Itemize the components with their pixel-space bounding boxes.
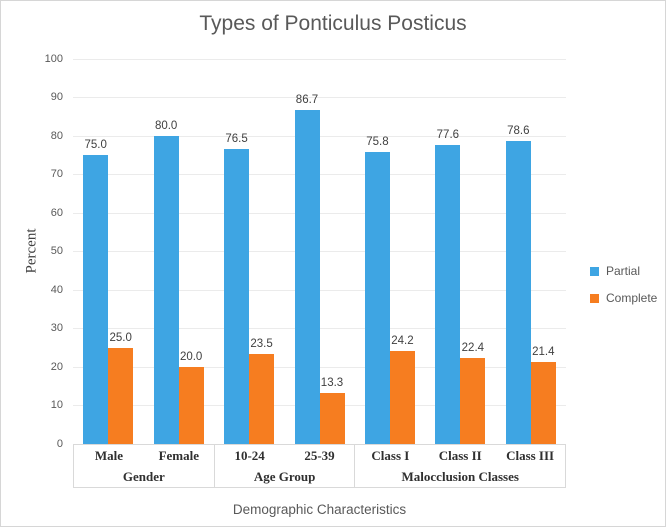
y-axis-title: Percent bbox=[23, 228, 40, 274]
category-label: 10-24 bbox=[234, 447, 265, 463]
x-axis-title: Demographic Characteristics bbox=[232, 502, 407, 517]
y-tick-label: 80 bbox=[50, 129, 63, 142]
category-group-age-group: 10-24 25-39 Age Group bbox=[215, 445, 356, 487]
bar-partial-10-24 bbox=[224, 149, 250, 444]
category-label: Class II bbox=[438, 447, 482, 463]
partial-swatch-icon bbox=[590, 266, 599, 276]
bar-data-label: 20.0 bbox=[179, 351, 203, 363]
bar-complete-10-24 bbox=[249, 353, 275, 444]
bar-partial-male bbox=[83, 155, 109, 444]
bar-partial-class-ii bbox=[435, 145, 461, 444]
gridline bbox=[73, 405, 566, 406]
legend: Partial Complete bbox=[590, 262, 657, 316]
gridline bbox=[73, 212, 566, 214]
y-tick-label: 20 bbox=[50, 360, 63, 373]
bar-data-label: 24.2 bbox=[391, 334, 414, 347]
gridline bbox=[73, 251, 566, 252]
bar-data-label: 77.6 bbox=[436, 129, 460, 142]
group-label: Malocclusion Classes bbox=[401, 468, 519, 484]
gridline bbox=[73, 328, 566, 329]
category-group-malocclusion-classes: Class I Class II Class III Malocclusion Cla… bbox=[355, 445, 565, 487]
category-label: Female bbox=[158, 447, 199, 463]
category-axis: Male Female Gender 10-24 25-39 Age Group Class… bbox=[73, 444, 566, 488]
category-label: 25-39 bbox=[304, 447, 335, 463]
bar-data-label: 86.7 bbox=[295, 94, 319, 107]
bar-partial-class-iii bbox=[505, 141, 531, 444]
category-label: Male bbox=[94, 447, 123, 463]
chart-title: Types of Ponticulus Posticus bbox=[199, 12, 467, 35]
legend-item-complete: Complete bbox=[590, 289, 657, 307]
bar-complete-male bbox=[108, 347, 134, 444]
bar-complete-female bbox=[178, 367, 204, 444]
gridline bbox=[73, 174, 566, 175]
bar-complete-class-ii bbox=[460, 357, 486, 444]
bar-data-label: 22.4 bbox=[461, 341, 485, 354]
complete-swatch-icon bbox=[590, 293, 599, 303]
bar-data-label: 23.5 bbox=[250, 337, 273, 350]
category-label: Class III bbox=[506, 447, 555, 463]
gridline bbox=[73, 97, 566, 98]
gridline bbox=[73, 366, 566, 368]
y-tick-label: 60 bbox=[50, 206, 63, 219]
y-tick-label: 40 bbox=[50, 283, 63, 296]
legend-item-partial: Partial bbox=[590, 262, 657, 280]
group-label: Age Group bbox=[253, 468, 316, 484]
category-group-gender: Male Female Gender bbox=[74, 445, 215, 487]
gridline bbox=[73, 135, 566, 137]
bar-data-label: 21.4 bbox=[532, 345, 555, 358]
bar-data-label: 13.3 bbox=[320, 376, 344, 389]
bar-data-label: 75.8 bbox=[366, 136, 389, 149]
bar-data-label: 76.5 bbox=[225, 133, 248, 146]
bar-partial-female bbox=[153, 136, 179, 444]
gridline bbox=[73, 58, 566, 60]
bar-complete-25-39 bbox=[319, 392, 345, 444]
bar-partial-25-39 bbox=[294, 110, 320, 444]
y-tick-label: 10 bbox=[50, 399, 63, 411]
y-tick-label: 0 bbox=[56, 437, 63, 450]
y-tick-label: 30 bbox=[50, 322, 63, 334]
legend-label: Partial bbox=[606, 264, 641, 278]
legend-label: Complete bbox=[606, 291, 658, 305]
group-label: Gender bbox=[122, 468, 165, 484]
category-label: Class I bbox=[371, 447, 410, 463]
bar-data-label: 25.0 bbox=[109, 331, 132, 344]
bar-data-label: 78.6 bbox=[507, 125, 530, 138]
gridline bbox=[73, 289, 566, 291]
bar-data-label: 80.0 bbox=[154, 120, 178, 132]
bar-complete-class-iii bbox=[530, 361, 556, 444]
y-tick-label: 100 bbox=[44, 52, 63, 65]
y-tick-label: 70 bbox=[50, 168, 63, 180]
y-tick-label: 90 bbox=[50, 91, 63, 103]
bar-partial-class-i bbox=[364, 152, 390, 444]
bar-data-label: 75.0 bbox=[84, 139, 107, 152]
bar-complete-class-i bbox=[389, 350, 415, 444]
